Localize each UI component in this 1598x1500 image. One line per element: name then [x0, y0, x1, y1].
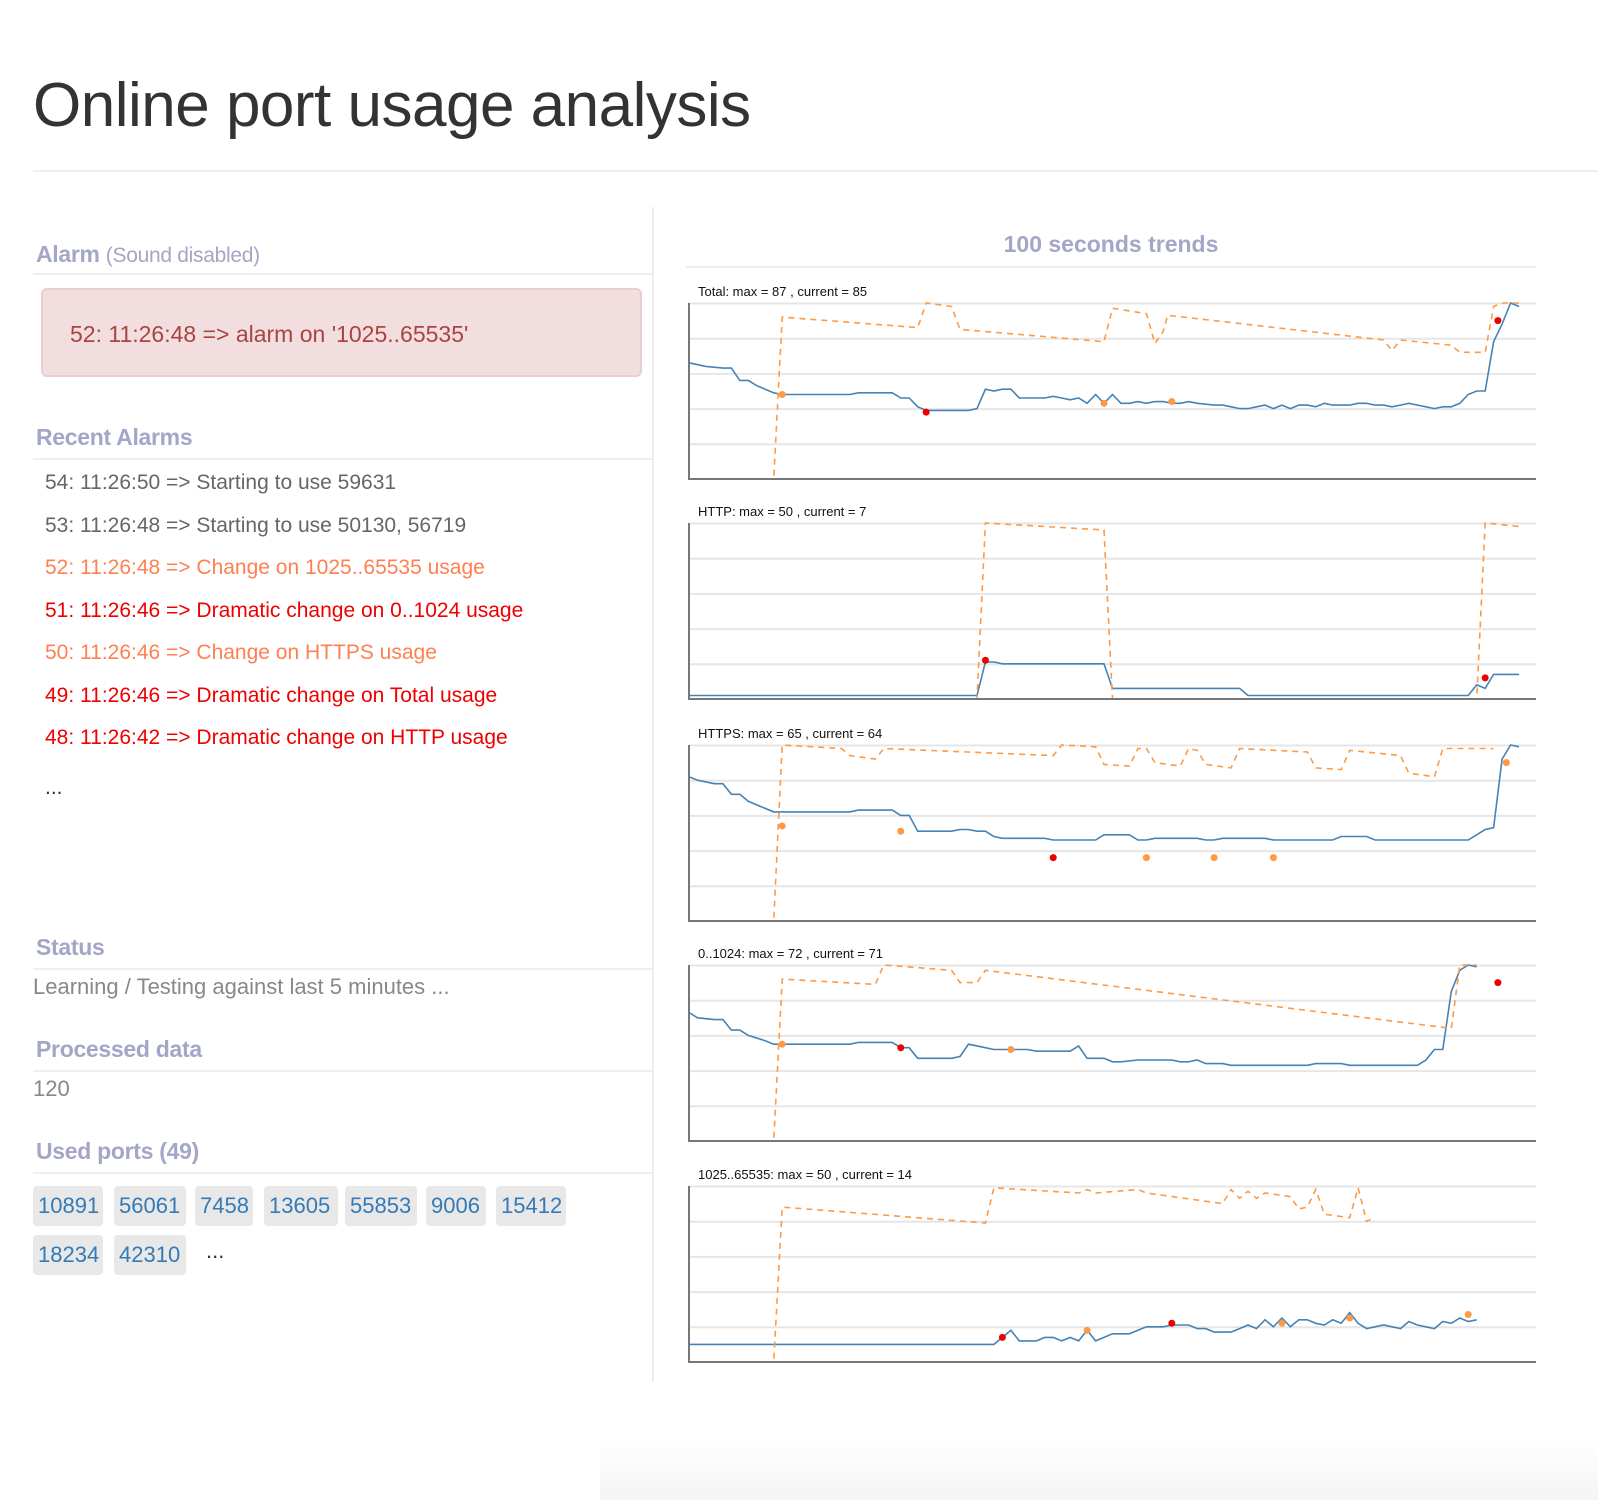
trend-chart-https: [688, 744, 1536, 922]
port-tag[interactable]: 18234: [33, 1235, 103, 1275]
recent-alarm-item: 50: 11:26:46 => Change on HTTPS usage: [45, 641, 437, 664]
status-value: Learning / Testing against last 5 minute…: [33, 974, 450, 999]
recent-alarm-item: 52: 11:26:48 => Change on 1025..65535 us…: [45, 556, 485, 579]
status-divider: [33, 968, 652, 970]
chart-title: 0..1024: max = 72 , current = 71: [698, 946, 884, 961]
trends-divider: [686, 266, 1536, 268]
recent-alarm-item: 51: 11:26:46 => Dramatic change on 0..10…: [45, 598, 524, 622]
chart-title: HTTPS: max = 65 , current = 64: [698, 726, 883, 741]
trend-chart-1025--65535: [688, 1184, 1536, 1363]
alarm-heading: Alarm (Sound disabled): [36, 241, 260, 268]
port-tag[interactable]: 15412: [496, 1186, 566, 1226]
alarm-heading-label: Alarm: [36, 241, 100, 267]
port-tag[interactable]: 56061: [114, 1186, 186, 1226]
recent-alarms-more: ...: [45, 776, 63, 799]
port-tag[interactable]: 42310: [114, 1235, 186, 1275]
trend-chart-total: [688, 301, 1536, 480]
processed-value: 120: [33, 1076, 70, 1101]
processed-heading: Processed data: [36, 1036, 202, 1062]
trend-chart-http: [688, 522, 1536, 700]
recent-alarm-item: 49: 11:26:46 => Dramatic change on Total…: [45, 683, 498, 707]
status-heading: Status: [36, 934, 105, 960]
column-divider: [652, 207, 654, 1382]
title-divider: [33, 170, 1598, 172]
current-alarm-text: 52: 11:26:48 => alarm on '1025..65535': [70, 321, 469, 347]
chart-title: 1025..65535: max = 50 , current = 14: [698, 1167, 912, 1182]
recent-alarms-divider: [33, 458, 652, 460]
bottom-shadow: [600, 1440, 1598, 1500]
ports-more: ...: [206, 1238, 225, 1263]
port-tag[interactable]: 13605: [264, 1186, 338, 1226]
recent-alarm-item: 54: 11:26:50 => Starting to use 59631: [45, 471, 397, 494]
sound-status-toggle[interactable]: (Sound disabled): [105, 244, 260, 267]
alarm-divider: [33, 273, 652, 275]
used-ports-divider: [33, 1172, 652, 1174]
port-tag[interactable]: 55853: [345, 1186, 417, 1226]
recent-alarms-heading: Recent Alarms: [36, 424, 193, 450]
recent-alarm-item: 48: 11:26:42 => Dramatic change on HTTP …: [45, 726, 508, 749]
current-alarm-box: 52: 11:26:48 => alarm on '1025..65535': [41, 288, 642, 377]
recent-alarm-item: 53: 11:26:48 => Starting to use 50130, 5…: [45, 513, 467, 537]
trend-chart-0--1024: [688, 964, 1536, 1142]
trends-title: 100 seconds trends: [1003, 231, 1219, 257]
processed-divider: [33, 1070, 652, 1072]
chart-title: HTTP: max = 50 , current = 7: [698, 504, 867, 519]
used-ports-heading: Used ports (49): [36, 1138, 199, 1164]
port-tag[interactable]: 7458: [195, 1186, 253, 1226]
chart-title: Total: max = 87 , current = 85: [698, 284, 868, 299]
port-tag[interactable]: 9006: [426, 1186, 486, 1226]
page-title: Online port usage analysis: [33, 71, 751, 140]
port-tag[interactable]: 10891: [33, 1186, 103, 1226]
